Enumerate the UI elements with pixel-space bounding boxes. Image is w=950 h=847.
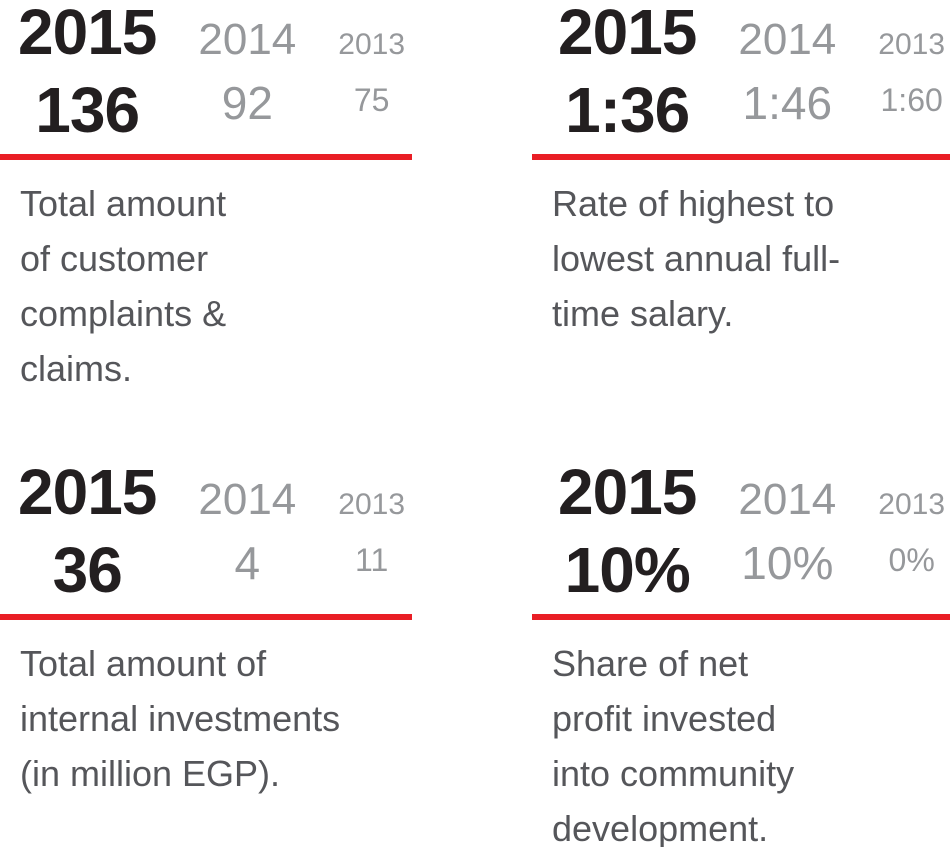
year-label: 2013 (338, 28, 406, 61)
stat-description: Total amount of customer complaints & cl… (20, 183, 227, 389)
year-label: 2014 (198, 475, 297, 524)
year-label: 2015 (18, 456, 157, 528)
years-row: 2015 1:36 2014 1:46 2013 1:60 (532, 0, 950, 154)
year-label: 2015 (18, 0, 157, 68)
stat-column-2014: 2014 4 (198, 475, 297, 589)
year-label: 2015 (558, 0, 697, 68)
stat-column-2013: 2013 75 (338, 28, 406, 118)
year-label: 2014 (738, 15, 837, 64)
year-value: 75 (353, 82, 390, 118)
year-value: 0% (888, 542, 935, 578)
stat-block-internal-investments: 2015 36 2014 4 2013 11 Total amount of i… (0, 460, 412, 801)
years-row: 2015 10% 2014 10% 2013 0% (532, 460, 950, 614)
year-value: 1:36 (565, 74, 690, 146)
year-value: 11 (355, 542, 389, 578)
year-value: 92 (221, 77, 273, 129)
red-divider-line (0, 614, 412, 620)
year-value: 10% (741, 537, 834, 589)
year-value: 1:60 (880, 82, 943, 118)
stat-block-customer-complaints: 2015 136 2014 92 2013 75 Total amount of… (0, 0, 412, 396)
stat-column-2013: 2013 1:60 (878, 28, 946, 118)
year-label: 2013 (878, 28, 946, 61)
year-value: 1:46 (742, 77, 833, 129)
year-label: 2015 (558, 456, 697, 528)
stat-description: Rate of highest to lowest annual full- t… (552, 183, 841, 334)
year-label: 2013 (878, 488, 946, 521)
stat-block-salary-ratio: 2015 1:36 2014 1:46 2013 1:60 Rate of hi… (532, 0, 950, 341)
red-divider-line (532, 614, 950, 620)
year-value: 36 (52, 534, 123, 606)
stat-column-2014: 2014 92 (198, 15, 297, 129)
stat-column-2013: 2013 11 (338, 488, 406, 578)
stat-column-2015: 2015 1:36 (558, 0, 697, 146)
year-label: 2014 (738, 475, 837, 524)
stat-column-2015: 2015 136 (18, 0, 157, 146)
red-divider-line (532, 154, 950, 160)
stat-column-2014: 2014 10% (738, 475, 837, 589)
stat-column-2015: 2015 10% (558, 456, 697, 606)
years-row: 2015 136 2014 92 2013 75 (0, 0, 412, 154)
stat-column-2013: 2013 0% (878, 488, 946, 578)
stat-column-2014: 2014 1:46 (738, 15, 837, 129)
year-value: 10% (564, 534, 691, 606)
stat-column-2015: 2015 36 (18, 456, 157, 606)
stat-block-community-development: 2015 10% 2014 10% 2013 0% Share of net p… (532, 460, 950, 847)
year-label: 2013 (338, 488, 406, 521)
year-value: 4 (234, 537, 261, 589)
year-value: 136 (35, 74, 140, 146)
stat-description: Share of net profit invested into commun… (552, 643, 795, 847)
years-row: 2015 36 2014 4 2013 11 (0, 460, 412, 614)
stat-description: Total amount of internal investments (in… (20, 643, 341, 794)
year-label: 2014 (198, 15, 297, 64)
red-divider-line (0, 154, 412, 160)
